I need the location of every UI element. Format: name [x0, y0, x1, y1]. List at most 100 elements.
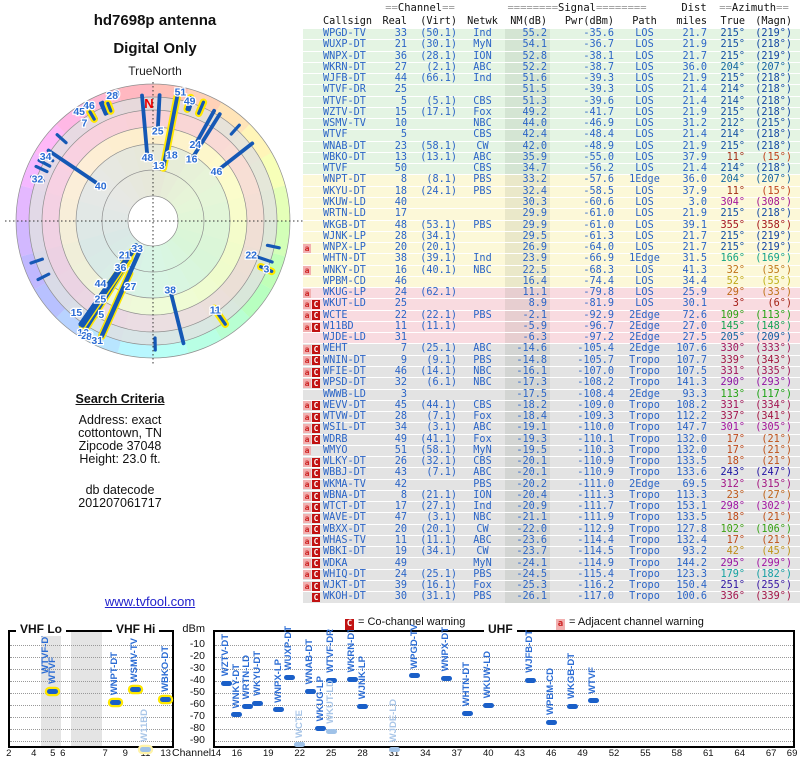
co-channel-warning-icon: C	[312, 300, 320, 309]
azimuth-magnetic-cell: (358°)	[755, 219, 792, 231]
power-cell: -97.2	[583, 332, 614, 344]
azimuth-magnetic-cell: (106°)	[755, 523, 792, 535]
callsign-cell: WKOH-DT	[323, 591, 366, 603]
radar-station-line-ch7	[88, 110, 96, 121]
radar-sector	[56, 102, 91, 134]
callsign-cell: WJNK-LP	[323, 230, 366, 242]
table-row: aCWKUG-LP 24 (62.1) 11.1 -79.8 LOS 25.9 29° (33°…	[303, 287, 800, 300]
callsign-cell: WTVF-DR	[323, 84, 366, 96]
network-cell: CBS	[473, 456, 492, 468]
co-channel-warning-icon: C	[312, 547, 320, 557]
azimuth-true-cell: 290°	[720, 377, 745, 389]
table-row: aCWZTV-DT 15 (17.1) Fox 49.2 -41.7 LOS 21.9 215°…	[303, 106, 800, 120]
radar-station-line-ch39	[29, 257, 44, 265]
power-cell: -114.9	[577, 557, 614, 569]
signal-label-wnky-dt: WNKY-DT	[230, 663, 242, 708]
real-channel-cell: 23	[394, 140, 407, 152]
dbm-gridline	[215, 729, 793, 730]
true-north-label: TrueNorth	[128, 64, 182, 78]
vhf-hi-label: VHF Hi	[112, 622, 160, 636]
radar-sector	[153, 340, 189, 358]
power-cell: -39.6	[583, 95, 614, 107]
azimuth-magnetic-cell: (341°)	[755, 411, 792, 423]
channel-tick-label: 5	[50, 748, 56, 759]
radar-channel-label: 46	[83, 100, 95, 112]
real-channel-cell: 8	[400, 174, 407, 186]
callsign-cell: WPBM-CD	[323, 275, 366, 287]
warning-markers: aC	[303, 119, 322, 129]
warning-markers: aC	[303, 446, 322, 456]
dbm-gridline	[10, 657, 172, 658]
signal-bar-wnab-dt	[304, 689, 316, 695]
callsign-cell: WHIQ-DT	[323, 568, 366, 580]
radar-station-line-ch16	[188, 112, 222, 163]
radar-station-line-ch17	[37, 158, 52, 168]
network-cell: PBS	[473, 174, 492, 186]
azimuth-true-cell: 29°	[726, 287, 745, 299]
table-row: a C WKUT-LD 25 8.9 -81.9 LOS 30.1 3° (6°)	[303, 298, 800, 311]
real-channel-cell: 49	[394, 557, 407, 569]
radar-sector	[34, 124, 66, 159]
real-channel-cell: 26	[394, 456, 407, 468]
distance-cell: 132.0	[676, 433, 707, 445]
azimuth-magnetic-cell: (218°)	[755, 84, 792, 96]
distance-cell: 21.4	[682, 95, 707, 107]
real-channel-cell: 30	[394, 591, 407, 603]
azimuth-magnetic-cell: (21°)	[761, 456, 792, 468]
power-cell: -81.9	[583, 298, 614, 310]
signal-label-wkyu-dt: WKYU-DT	[251, 651, 263, 697]
distance-cell: 39.1	[682, 219, 707, 231]
radar-sector	[177, 188, 277, 221]
channel-tick-label: 55	[640, 748, 651, 759]
distance-cell: 34.4	[682, 275, 707, 287]
radar-sector	[260, 152, 286, 189]
callsign-cell: WJKT-DT	[323, 580, 366, 592]
power-cell: -108.4	[577, 388, 614, 400]
warning-markers: aC	[303, 288, 322, 298]
path-cell: LOS	[635, 106, 654, 118]
radar-station-line-ch28	[100, 100, 109, 115]
path-cell: 2Edge	[629, 320, 660, 332]
network-cell: PBS	[473, 354, 492, 366]
azimuth-true-cell: 17°	[726, 444, 745, 456]
uhf-signal-panel	[213, 630, 795, 748]
co-channel-warning-icon: C	[312, 423, 320, 433]
signal-bar-wtvf	[587, 697, 599, 703]
path-cell: Tropo	[629, 422, 660, 434]
azimuth-true-cell: 17°	[726, 534, 745, 546]
radar-station-line-ch32	[30, 175, 45, 183]
distance-cell: 72.6	[682, 309, 707, 321]
callsign-cell: WSIL-DT	[323, 422, 366, 434]
radar-sector	[215, 102, 250, 134]
adjacent-channel-warning-icon: a	[303, 536, 311, 546]
datecode-label: db datecode	[85, 483, 155, 497]
signal-bar-wztv-dt	[220, 680, 232, 686]
radar-sector	[185, 328, 222, 354]
noise-margin-cell: -19.1	[505, 423, 550, 434]
azimuth-magnetic-cell: (218°)	[755, 39, 792, 51]
distance-cell: 132.4	[676, 534, 707, 546]
tvfool-link[interactable]: www.tvfool.com	[104, 594, 196, 609]
real-channel-cell: 22	[394, 309, 407, 321]
table-row: aCWTVF 5 CBS 42.4 -48.4 LOS 21.4 214° (218°)	[303, 130, 800, 142]
signal-bar-wkug-lp	[315, 726, 327, 732]
radar-channel-label: 15	[71, 307, 83, 319]
warning-markers: aC	[303, 592, 322, 602]
radar-station-line-ch30	[98, 101, 108, 116]
azimuth-true-cell: 215°	[720, 50, 745, 62]
radar-sector	[56, 308, 91, 340]
callsign-cell: WHAS-TV	[323, 534, 366, 546]
noise-margin-cell: 34.7	[505, 163, 550, 175]
dbm-gridline	[10, 705, 172, 706]
azimuth-magnetic-cell: (45°)	[761, 546, 792, 558]
station-table: ==Channel== ========Signal======== Dist …	[303, 2, 800, 604]
virtual-channel-cell: (7.1)	[426, 467, 457, 479]
distance-cell: 108.2	[676, 399, 707, 411]
dist-group-header: Dist	[681, 2, 707, 14]
